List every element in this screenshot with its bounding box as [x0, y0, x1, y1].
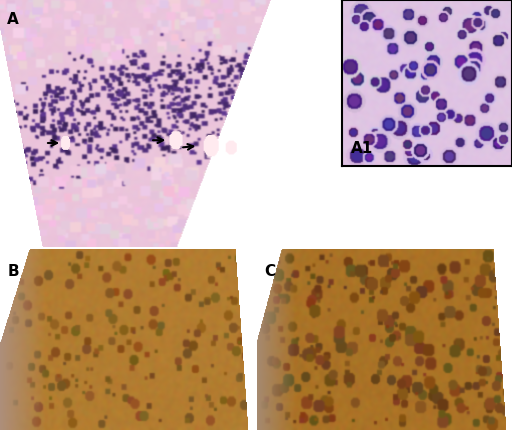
Text: A1: A1: [351, 141, 373, 156]
Text: B: B: [8, 264, 19, 279]
Text: C: C: [265, 264, 276, 279]
Text: A: A: [7, 12, 18, 28]
